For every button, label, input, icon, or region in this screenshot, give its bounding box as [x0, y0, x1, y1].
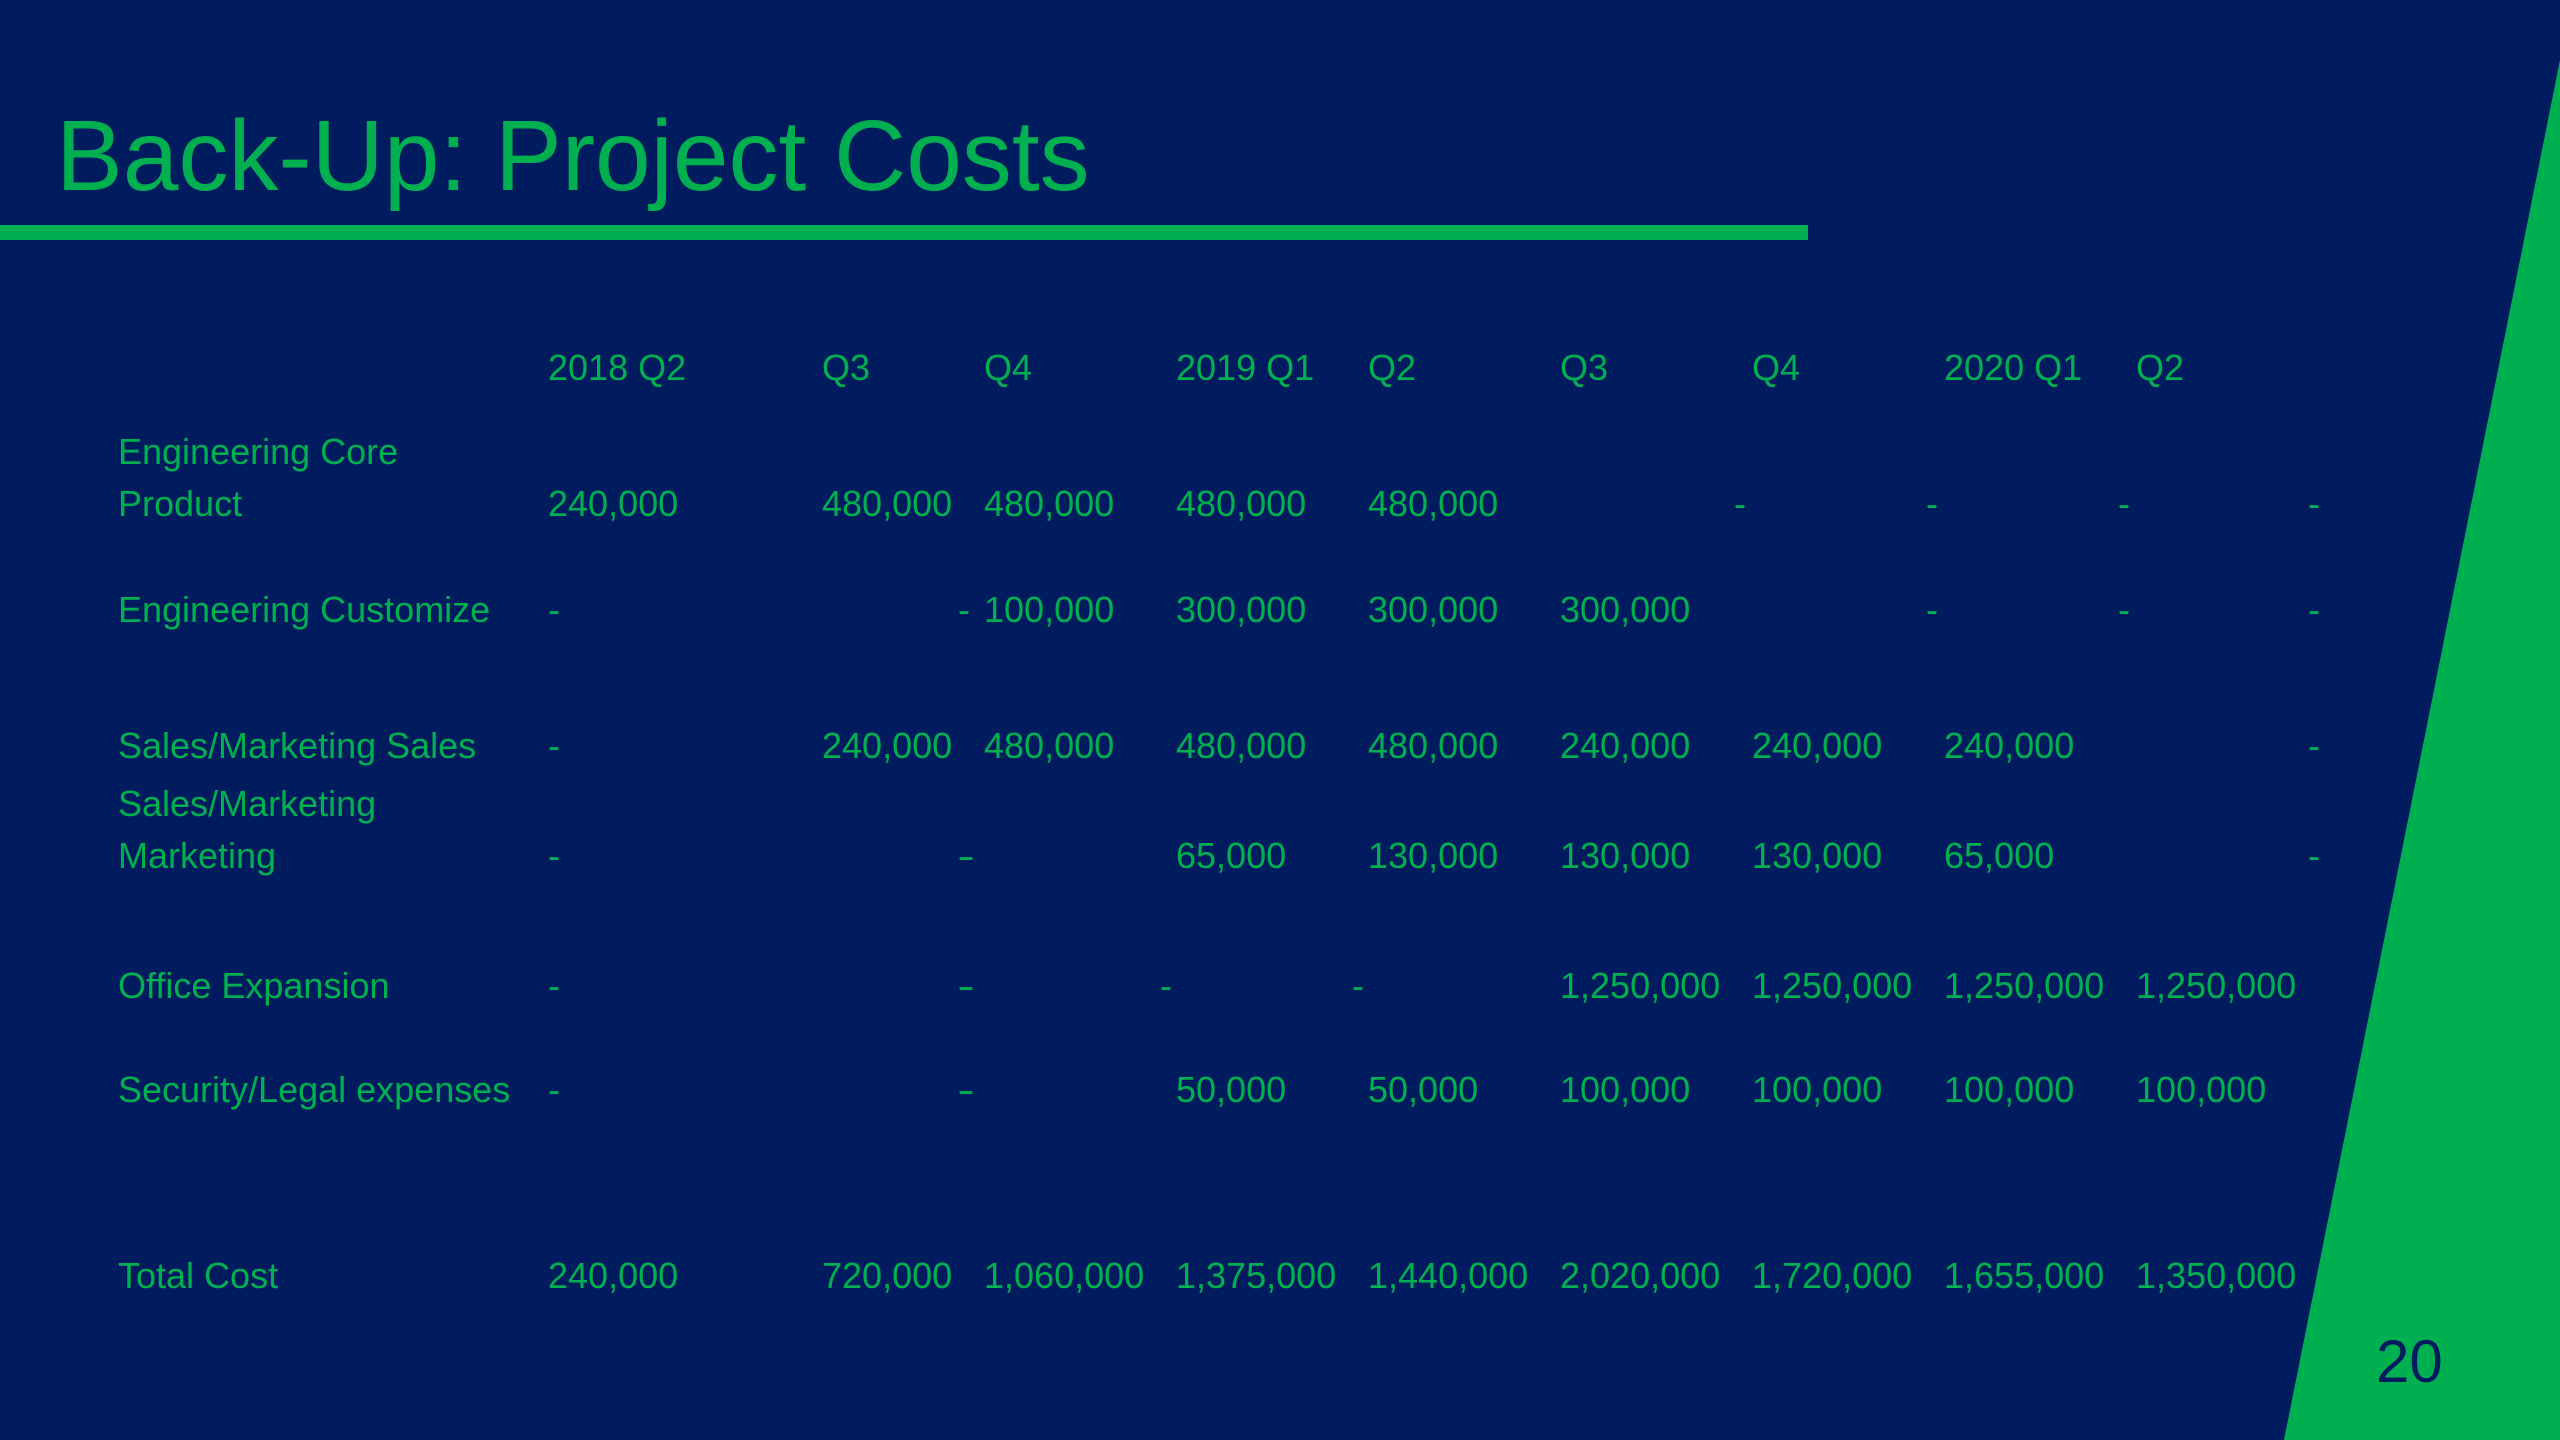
table-cell: 300,000: [1368, 589, 1499, 630]
row-label: Sales/Marketing: [118, 783, 377, 824]
table-cell: -: [548, 589, 560, 630]
column-header: Q3: [822, 347, 871, 388]
table-cell: 100,000: [1944, 1069, 2075, 1110]
table-cell: 1,250,000: [1944, 965, 2105, 1006]
table-cell: 65,000: [1944, 835, 2055, 876]
column-header: Q3: [1560, 347, 1609, 388]
table-cell: -: [958, 835, 970, 876]
table-cell: 100,000: [1752, 1069, 1883, 1110]
table-cell: 300,000: [1560, 589, 1691, 630]
table-cell: 240,000: [548, 483, 679, 524]
column-header: Q2: [2136, 347, 2185, 388]
table-cell: 50,000: [1368, 1069, 1479, 1110]
row-label: Security/Legal expenses: [118, 1069, 511, 1110]
column-header: 2019 Q1: [1176, 347, 1315, 388]
table-cell: 480,000: [984, 725, 1115, 766]
table-cell: -: [1160, 965, 1172, 1006]
table-cell: -: [2308, 835, 2320, 876]
title-underline: [0, 225, 1808, 240]
table-cell: -: [548, 965, 560, 1006]
table-cell: 480,000: [984, 483, 1115, 524]
table-cell: 240,000: [1944, 725, 2075, 766]
table-cell: 1,375,000: [1176, 1255, 1337, 1296]
table-cell: 65,000: [1176, 835, 1287, 876]
row-label: Engineering Core: [118, 431, 399, 472]
table-cell: 2,020,000: [1560, 1255, 1721, 1296]
table-cell: 130,000: [1560, 835, 1691, 876]
table-cell: 100,000: [2136, 1069, 2267, 1110]
table-cell: -: [2118, 483, 2130, 524]
table-cell: 240,000: [1752, 725, 1883, 766]
table-cell: 1,250,000: [1752, 965, 1913, 1006]
table-cell: 1,720,000: [1752, 1255, 1913, 1296]
row-label: Product: [118, 483, 243, 524]
row-label: Marketing: [118, 835, 277, 876]
table-cell: -: [2118, 589, 2130, 630]
table-cell: -: [548, 835, 560, 876]
table-cell: 240,000: [1560, 725, 1691, 766]
table-cell: 50,000: [1176, 1069, 1287, 1110]
table-cell: 1,350,000: [2136, 1255, 2297, 1296]
table-cell: 720,000: [822, 1255, 953, 1296]
table-cell: 100,000: [1560, 1069, 1691, 1110]
table-cell: 130,000: [1752, 835, 1883, 876]
table-cell: -: [1734, 483, 1746, 524]
table-cell: -: [962, 965, 974, 1006]
page-number: 20: [2376, 1328, 2443, 1395]
table-cell: 1,655,000: [1944, 1255, 2105, 1296]
table-cell: -: [958, 1069, 970, 1110]
column-header: Q2: [1368, 347, 1417, 388]
table-cell: 1,250,000: [1560, 965, 1721, 1006]
table-cell: -: [958, 965, 970, 1006]
table-cell: -: [962, 835, 974, 876]
table-cell: -: [2308, 589, 2320, 630]
table-cell: 480,000: [1368, 725, 1499, 766]
slide-title: Back-Up: Project Costs: [56, 100, 1090, 212]
table-cell: -: [1352, 965, 1364, 1006]
table-cell: 100,000: [984, 589, 1115, 630]
table-cell: -: [2308, 483, 2320, 524]
table-cell: -: [548, 1069, 560, 1110]
row-label: Office Expansion: [118, 965, 390, 1006]
table-cell: 1,250,000: [2136, 965, 2297, 1006]
table-cell: 1,060,000: [984, 1255, 1145, 1296]
table-cell: 130,000: [1368, 835, 1499, 876]
table-cell: -: [1926, 589, 1938, 630]
table-cell: -: [548, 725, 560, 766]
table-cell: -: [958, 589, 970, 630]
table-cell: -: [962, 1069, 974, 1110]
table-cell: 480,000: [1176, 725, 1307, 766]
table-cell: 1,440,000: [1368, 1255, 1529, 1296]
row-label: Engineering Customize: [118, 589, 491, 630]
table-cell: 480,000: [1176, 483, 1307, 524]
table-cell: 480,000: [1368, 483, 1499, 524]
table-cell: 300,000: [1176, 589, 1307, 630]
column-header: 2018 Q2: [548, 347, 687, 388]
row-label: Sales/Marketing Sales: [118, 725, 477, 766]
table-cell: 240,000: [548, 1255, 679, 1296]
table-cell: 480,000: [822, 483, 953, 524]
table-cell: -: [2308, 725, 2320, 766]
table-cell: -: [1926, 483, 1938, 524]
row-label: Total Cost: [118, 1255, 279, 1296]
column-header: Q4: [1752, 347, 1801, 388]
column-header: Q4: [984, 347, 1033, 388]
table-cell: 240,000: [822, 725, 953, 766]
column-header: 2020 Q1: [1944, 347, 2083, 388]
